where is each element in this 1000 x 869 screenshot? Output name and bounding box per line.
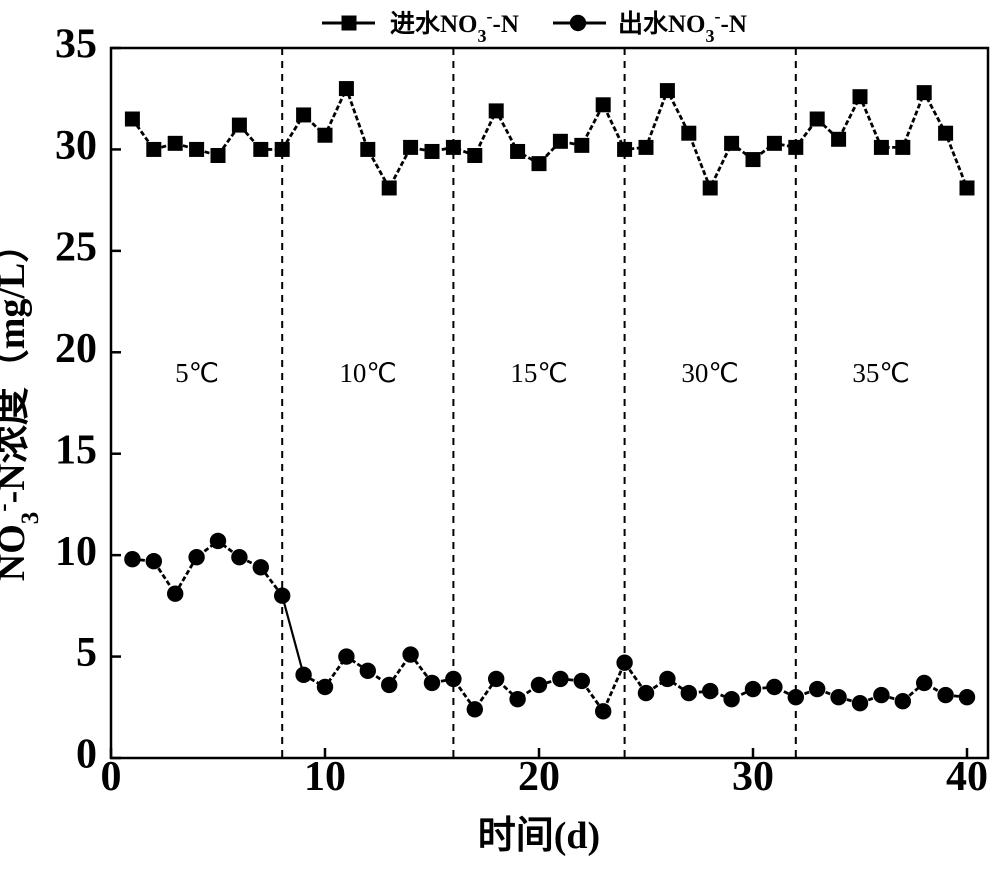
svg-text:40: 40 xyxy=(946,754,988,800)
svg-text:30: 30 xyxy=(732,754,774,800)
svg-text:10℃: 10℃ xyxy=(339,358,396,388)
svg-text:5℃: 5℃ xyxy=(175,358,219,388)
svg-text:10: 10 xyxy=(304,754,346,800)
svg-text:20: 20 xyxy=(518,754,560,800)
svg-text:35: 35 xyxy=(55,22,97,68)
svg-text:30: 30 xyxy=(55,123,97,169)
svg-text:0: 0 xyxy=(76,732,97,778)
svg-text:5: 5 xyxy=(76,630,97,676)
svg-text:时间(d): 时间(d) xyxy=(478,815,600,857)
svg-text:35℃: 35℃ xyxy=(852,358,909,388)
svg-text:30℃: 30℃ xyxy=(681,358,738,388)
svg-text:20: 20 xyxy=(55,326,97,372)
svg-text:15: 15 xyxy=(55,427,97,473)
svg-text:10: 10 xyxy=(55,529,97,575)
svg-text:0: 0 xyxy=(101,754,122,800)
svg-text:15℃: 15℃ xyxy=(510,358,567,388)
svg-text:25: 25 xyxy=(55,225,97,271)
